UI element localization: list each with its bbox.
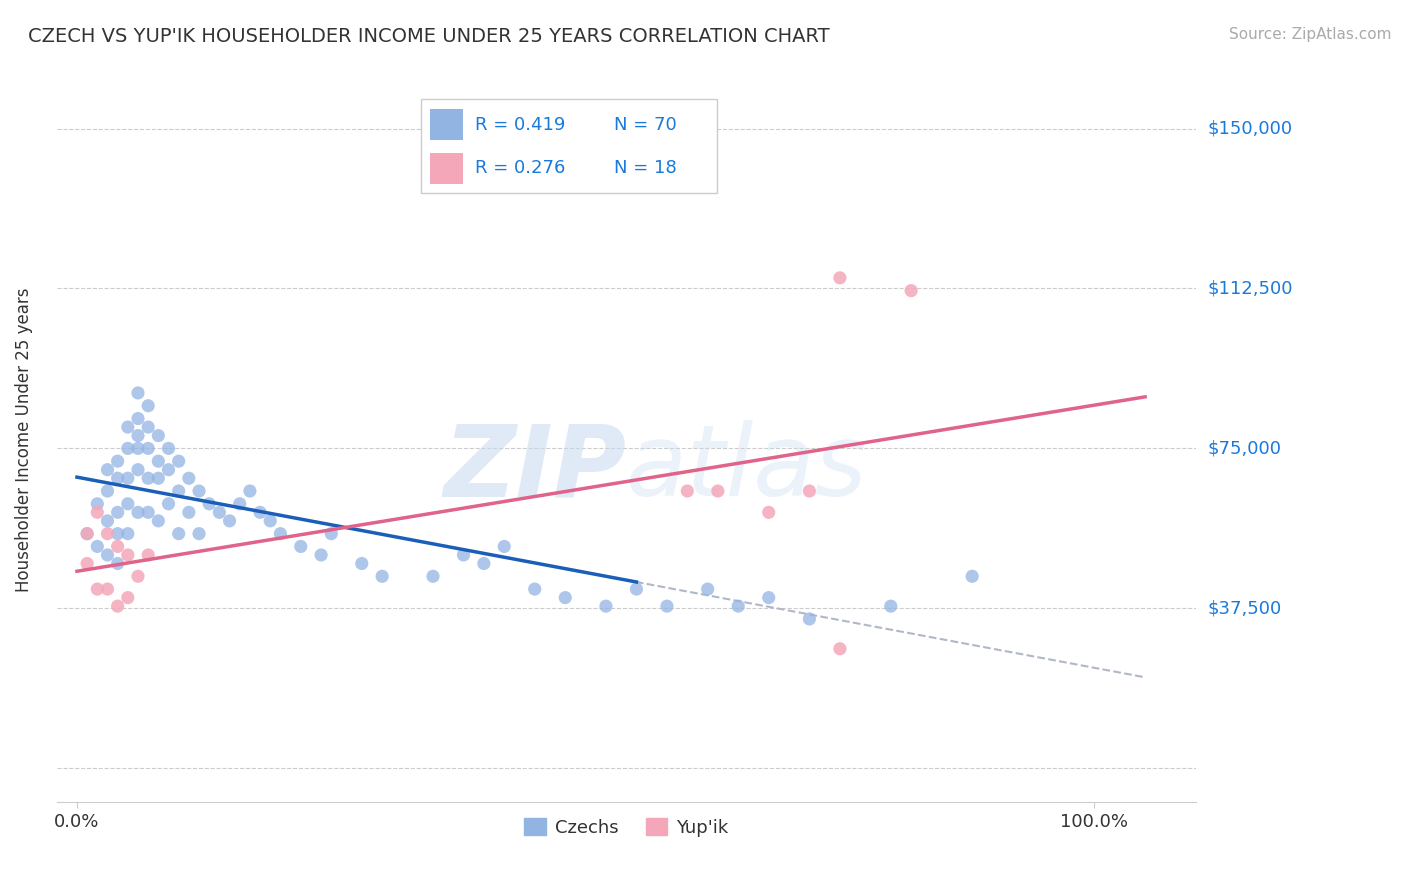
- Point: [707, 483, 730, 498]
- Point: [117, 442, 139, 456]
- Point: [208, 505, 231, 519]
- Text: CZECH VS YUP'IK HOUSEHOLDER INCOME UNDER 25 YEARS CORRELATION CHART: CZECH VS YUP'IK HOUSEHOLDER INCOME UNDER…: [28, 27, 830, 45]
- Point: [472, 557, 495, 571]
- Point: [86, 505, 108, 519]
- Point: [249, 505, 271, 519]
- Point: [727, 599, 749, 614]
- Point: [799, 612, 821, 626]
- Point: [148, 428, 170, 442]
- Point: [127, 569, 149, 583]
- Point: [127, 442, 149, 456]
- Point: [350, 557, 373, 571]
- Point: [96, 526, 118, 541]
- Text: atlas: atlas: [626, 420, 868, 517]
- Point: [107, 599, 129, 614]
- Point: [117, 591, 139, 605]
- Point: [167, 526, 190, 541]
- Point: [880, 599, 903, 614]
- Point: [127, 428, 149, 442]
- Point: [309, 548, 332, 562]
- Point: [76, 526, 98, 541]
- Point: [177, 471, 200, 485]
- Text: $112,500: $112,500: [1208, 279, 1292, 298]
- Point: [198, 497, 221, 511]
- Point: [218, 514, 240, 528]
- Point: [148, 514, 170, 528]
- Point: [290, 540, 312, 554]
- Point: [239, 483, 262, 498]
- Point: [157, 497, 180, 511]
- Point: [828, 270, 851, 285]
- Point: [523, 582, 546, 596]
- Point: [136, 399, 159, 413]
- Point: [188, 483, 211, 498]
- Point: [107, 557, 129, 571]
- Text: Source: ZipAtlas.com: Source: ZipAtlas.com: [1229, 27, 1392, 42]
- Point: [453, 548, 475, 562]
- Y-axis label: Householder Income Under 25 years: Householder Income Under 25 years: [15, 287, 32, 592]
- Point: [107, 526, 129, 541]
- Point: [76, 526, 98, 541]
- Point: [758, 591, 780, 605]
- Point: [136, 548, 159, 562]
- Point: [167, 454, 190, 468]
- Point: [900, 284, 922, 298]
- Point: [86, 582, 108, 596]
- Point: [758, 505, 780, 519]
- Point: [96, 514, 118, 528]
- Point: [96, 582, 118, 596]
- Text: ZIP: ZIP: [443, 420, 626, 517]
- Point: [76, 557, 98, 571]
- Point: [269, 526, 291, 541]
- Point: [177, 505, 200, 519]
- Point: [371, 569, 394, 583]
- Point: [107, 454, 129, 468]
- Point: [148, 454, 170, 468]
- Point: [655, 599, 678, 614]
- Point: [117, 420, 139, 434]
- Point: [188, 526, 211, 541]
- Point: [595, 599, 617, 614]
- Point: [96, 463, 118, 477]
- Point: [157, 442, 180, 456]
- Point: [136, 420, 159, 434]
- Point: [799, 483, 821, 498]
- Point: [117, 497, 139, 511]
- Point: [422, 569, 444, 583]
- Point: [127, 505, 149, 519]
- Point: [117, 548, 139, 562]
- Point: [676, 483, 699, 498]
- Point: [554, 591, 576, 605]
- Point: [127, 411, 149, 425]
- Point: [626, 582, 648, 596]
- Legend: Czechs, Yup'ik: Czechs, Yup'ik: [517, 811, 735, 844]
- Point: [117, 526, 139, 541]
- Point: [86, 540, 108, 554]
- Point: [107, 471, 129, 485]
- Point: [96, 483, 118, 498]
- Point: [167, 483, 190, 498]
- Point: [960, 569, 983, 583]
- Point: [136, 471, 159, 485]
- Point: [127, 386, 149, 401]
- Point: [117, 471, 139, 485]
- Text: $75,000: $75,000: [1208, 440, 1281, 458]
- Point: [696, 582, 718, 596]
- Point: [157, 463, 180, 477]
- Point: [148, 471, 170, 485]
- Text: $150,000: $150,000: [1208, 120, 1292, 137]
- Point: [107, 505, 129, 519]
- Point: [228, 497, 250, 511]
- Point: [127, 463, 149, 477]
- Text: $37,500: $37,500: [1208, 599, 1281, 617]
- Point: [96, 548, 118, 562]
- Point: [494, 540, 516, 554]
- Point: [259, 514, 281, 528]
- Point: [136, 442, 159, 456]
- Point: [107, 540, 129, 554]
- Point: [321, 526, 343, 541]
- Point: [136, 505, 159, 519]
- Point: [86, 497, 108, 511]
- Point: [828, 641, 851, 656]
